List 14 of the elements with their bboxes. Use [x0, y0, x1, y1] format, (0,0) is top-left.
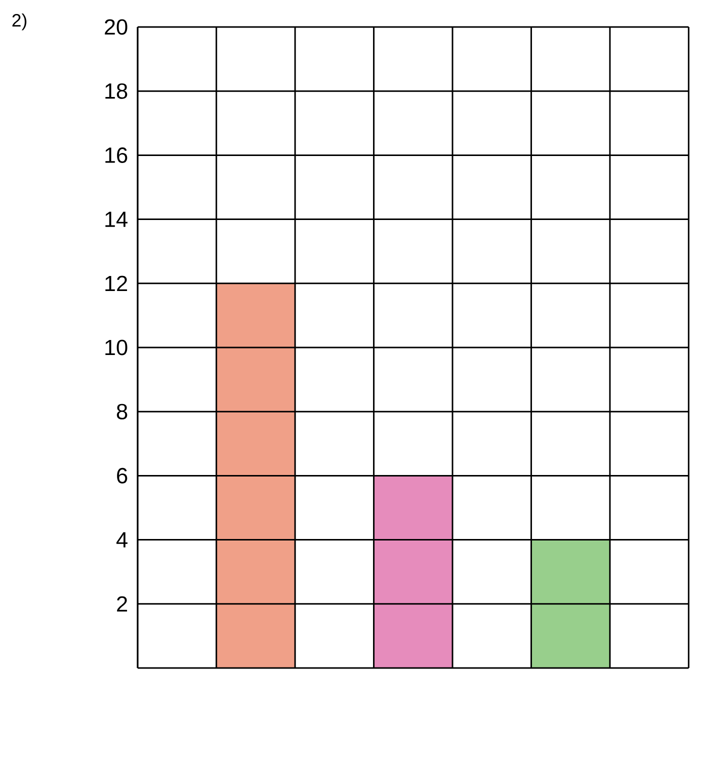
y-tick-label: 20 [104, 19, 128, 35]
y-tick-label: 12 [105, 276, 128, 292]
y-tick-label: 6 [117, 468, 128, 484]
bar [216, 283, 296, 668]
y-tick-label: 4 [116, 532, 128, 548]
y-tick-label: 8 [116, 404, 128, 420]
bar [531, 540, 610, 668]
y-tick-label: 14 [105, 212, 128, 227]
y-tick-label: 10 [105, 340, 128, 356]
text: 2) [12, 14, 26, 30]
y-tick-label: 16 [105, 147, 128, 163]
y-tick-label: 18 [105, 83, 128, 99]
bar [374, 476, 453, 668]
y-tick-label: 2 [117, 596, 128, 612]
